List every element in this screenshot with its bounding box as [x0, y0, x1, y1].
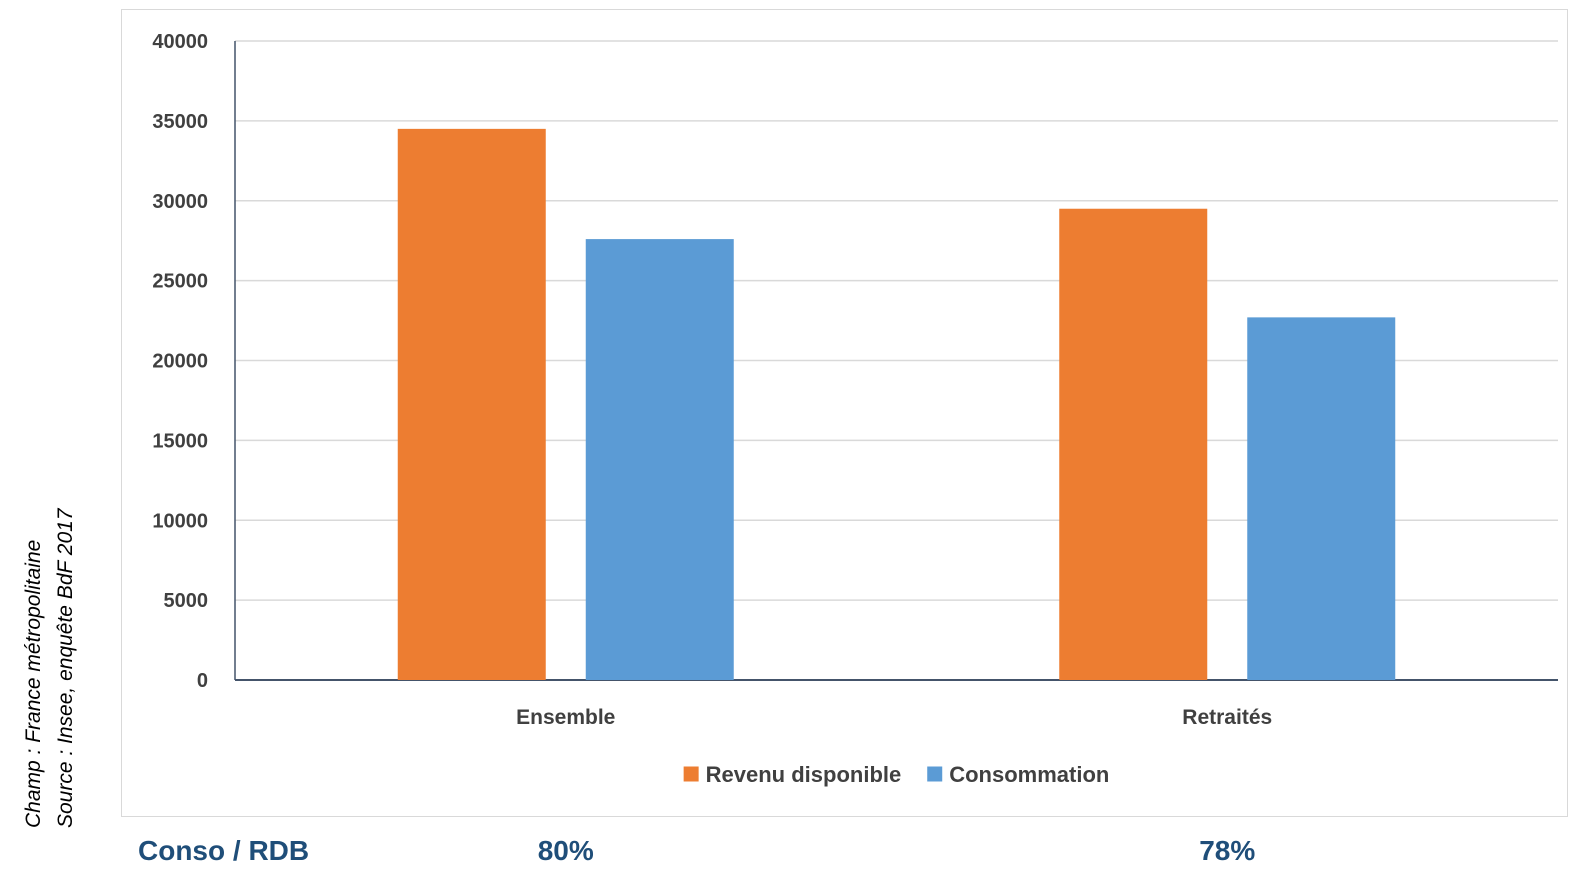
y-tick-label: 40000	[152, 31, 208, 53]
y-tick-label: 0	[197, 670, 208, 692]
y-tick-label: 25000	[152, 271, 208, 293]
y-tick-label: 20000	[152, 351, 208, 373]
y-tick-label: 15000	[152, 430, 208, 452]
bar-revenu-disponible	[1059, 208, 1208, 681]
bar-consommation	[1247, 317, 1396, 680]
ratio-row-label: Conso / RDB	[138, 835, 309, 866]
x-category-label: Retraités	[1182, 706, 1272, 729]
y-tick-label: 30000	[152, 191, 208, 213]
y-tick-label: 35000	[152, 111, 208, 133]
y-tick-label: 10000	[152, 510, 208, 532]
x-category-label: Ensemble	[516, 706, 615, 729]
legend-label: Revenu disponible	[706, 762, 902, 787]
legend-label: Consommation	[949, 762, 1109, 787]
legend-swatch	[683, 766, 699, 782]
note-source: Source : Insee, enquête BdF 2017	[54, 507, 77, 828]
bar-consommation	[585, 239, 734, 680]
ratio-value: 78%	[1199, 835, 1255, 866]
ratio-value: 80%	[538, 835, 594, 866]
legend-swatch	[927, 766, 943, 782]
bar-revenu-disponible	[397, 128, 546, 681]
note-champ: Champ : France métropolitaine	[22, 540, 45, 828]
y-tick-label: 5000	[164, 590, 209, 612]
